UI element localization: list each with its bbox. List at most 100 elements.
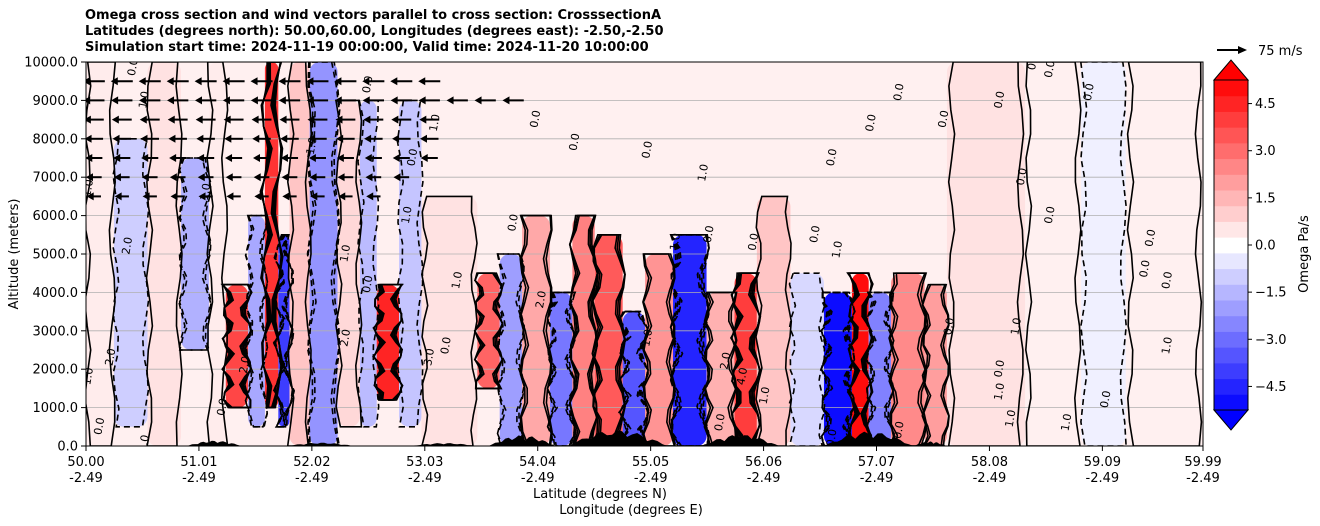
wind-vector-head-4 xyxy=(86,154,93,162)
omega-cell-27 xyxy=(756,196,791,446)
wind-vector-head-4 xyxy=(197,154,205,162)
wind-vector-head-1 xyxy=(167,96,175,105)
quiver-key-label: 75 m/s xyxy=(1258,44,1303,59)
wind-vector-head-2 xyxy=(391,115,399,124)
wind-vector-head-0 xyxy=(138,77,146,86)
contour-label-15: 1.0 xyxy=(427,113,443,132)
wind-vector-head-4 xyxy=(252,154,260,162)
y-tick-label-1: 1000.0 xyxy=(33,401,79,416)
contour-label-47: 1.0 xyxy=(1003,409,1019,428)
contour-label-19: 1.0 xyxy=(449,271,465,290)
omega-cell-14 xyxy=(399,100,422,427)
omega-cell-6 xyxy=(248,215,265,427)
terrain-ridge-3 xyxy=(488,435,556,446)
wind-vector-head-3 xyxy=(168,134,176,143)
wind-vector-head-3 xyxy=(140,134,148,143)
wind-vector-head-6 xyxy=(114,192,122,201)
contour-label-32: 0.0 xyxy=(746,232,762,251)
wind-vector-head-0 xyxy=(250,77,258,86)
x-tick-lat-label-5: 55.05 xyxy=(632,455,669,470)
contour-line-17-0 xyxy=(496,253,526,446)
contour-line-35-0 xyxy=(1024,62,1082,446)
x-tick-lon-label-9: -2.49 xyxy=(1086,471,1120,486)
contour-line-34-0 xyxy=(947,62,1025,446)
x-tick-lon-label-2: -2.49 xyxy=(295,471,329,486)
wind-vector-head-3 xyxy=(196,134,204,143)
wind-vector-head-4 xyxy=(113,154,121,162)
wind-vector-head-2 xyxy=(307,115,315,124)
colorbar-band-8 xyxy=(1214,268,1248,285)
wind-vector-head-6 xyxy=(310,192,318,201)
contour-line-10-0 xyxy=(306,62,341,446)
wind-vector-head-2 xyxy=(167,115,175,124)
contour-label-45: 1.0 xyxy=(1008,317,1024,336)
contour-line-25-0 xyxy=(703,291,738,446)
x-tick-lon-label-0: -2.49 xyxy=(69,471,103,486)
wind-vector-head-2 xyxy=(279,115,287,124)
wind-vector-head-5 xyxy=(113,173,121,182)
colorbar-tick-label-4: −1.5 xyxy=(1255,286,1287,301)
wind-vector-head-0 xyxy=(110,77,118,86)
contour-label-26: 1.0 xyxy=(667,232,683,251)
wind-vector-head-4 xyxy=(141,154,149,162)
contour-label-51: 0.0 xyxy=(991,359,1007,378)
y-tick-label-7: 7000.0 xyxy=(33,171,79,186)
x-tick-lat-label-7: 57.07 xyxy=(858,455,895,470)
terrain-ridge-0 xyxy=(186,440,243,446)
contour-label-23: 0.0 xyxy=(567,132,583,151)
wind-vector-head-5 xyxy=(253,173,261,182)
omega-cell-28 xyxy=(790,273,824,446)
contour-label-12: 2.0 xyxy=(337,328,353,347)
colorbar-band-9 xyxy=(1214,252,1248,270)
wind-vector-head-3 xyxy=(364,134,372,143)
terrain-ridge-5 xyxy=(700,435,780,446)
wind-vector-head-3 xyxy=(308,134,316,143)
wind-vector-head-0 xyxy=(418,77,426,86)
contour-line-25-1 xyxy=(704,291,738,446)
y-tick-label-0: 0.0 xyxy=(57,440,78,455)
contour-line-20-2 xyxy=(568,214,599,446)
wind-vector-head-2 xyxy=(223,115,231,124)
contour-line-14-0 xyxy=(396,99,424,428)
terrain xyxy=(186,430,947,446)
colorbar-band-14 xyxy=(1214,174,1248,191)
contour-label-17: 1.0 xyxy=(399,205,415,224)
wind-vector-head-1 xyxy=(222,96,230,105)
wind-vector-head-1 xyxy=(250,96,258,105)
x-tick-lat-label-9: 59.09 xyxy=(1084,455,1121,470)
colorbar-band-3 xyxy=(1214,347,1248,364)
contour-line-0-0 xyxy=(86,62,117,446)
contour-line-1-0 xyxy=(112,138,150,428)
wind-vector-head-6 xyxy=(86,192,94,201)
colorbar-band-6 xyxy=(1214,300,1248,317)
contour-line-32-1 xyxy=(889,272,927,446)
wind-vector-head-2 xyxy=(111,115,119,124)
contour-label-43: 0.0 xyxy=(1137,259,1153,278)
contour-label-52: 1.0 xyxy=(1059,413,1075,432)
contour-line-17-1 xyxy=(496,253,525,446)
wind-vector-head-0 xyxy=(86,77,90,86)
y-tick-label-8: 8000.0 xyxy=(33,132,79,147)
colorbar-label: Omega Pa/s xyxy=(1297,215,1312,293)
contour-label-27: 0.0 xyxy=(701,224,717,243)
wind-vector-head-5 xyxy=(281,173,289,182)
colorbar-tick-label-5: −3.0 xyxy=(1255,333,1287,348)
contour-label-9: 2.0 xyxy=(237,355,253,374)
wind-vector-head-3 xyxy=(392,134,400,143)
colorbar-tick-label-3: 0.0 xyxy=(1255,239,1276,254)
wind-vector-head-5 xyxy=(141,173,149,182)
contour-line-6-1 xyxy=(244,214,269,428)
wind-vector-head-2 xyxy=(251,115,259,124)
contour-label-49: 1.0 xyxy=(1159,336,1175,355)
omega-cell-32 xyxy=(891,273,925,446)
wind-vector-head-1 xyxy=(334,96,342,105)
colorbar-band-7 xyxy=(1214,284,1248,301)
contour-label-22: 2.0 xyxy=(533,290,549,309)
x-tick-lat-label-2: 52.02 xyxy=(293,455,330,470)
wind-vector-head-0 xyxy=(362,77,370,86)
wind-vector-head-3 xyxy=(112,134,120,143)
wind-vector-head-0 xyxy=(278,77,286,86)
wind-vector-head-3 xyxy=(224,134,232,143)
contour-label-10: 0.0 xyxy=(214,397,230,416)
contour-label-20: 0.0 xyxy=(505,213,521,232)
